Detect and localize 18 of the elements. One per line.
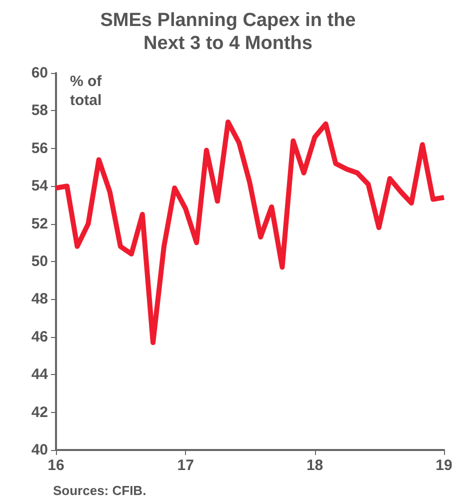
y-tick-label: 50 xyxy=(31,253,48,270)
y-tick-label: 56 xyxy=(31,140,48,157)
x-tick-label: 17 xyxy=(177,457,194,474)
chart-title: SMEs Planning Capex in the Next 3 to 4 Months xyxy=(100,10,356,54)
y-tick-label: 54 xyxy=(31,178,49,195)
y-tick-label: 46 xyxy=(31,328,48,346)
y-tick-label: 52 xyxy=(31,215,48,232)
y-tick-label: 42 xyxy=(31,404,48,421)
x-tick-label: 18 xyxy=(306,457,324,474)
y-axis-title: % of total xyxy=(70,73,103,109)
source-note: Sources: CFIB. xyxy=(53,483,146,498)
y-tick-label: 58 xyxy=(31,102,48,120)
x-tick-label: 16 xyxy=(48,457,64,474)
y-tick-label: 44 xyxy=(31,366,49,384)
y-tick-label: 40 xyxy=(31,442,48,458)
y-tick-label: 60 xyxy=(31,64,48,82)
x-tick-label: 19 xyxy=(436,457,452,474)
y-tick-label: 48 xyxy=(31,290,48,308)
